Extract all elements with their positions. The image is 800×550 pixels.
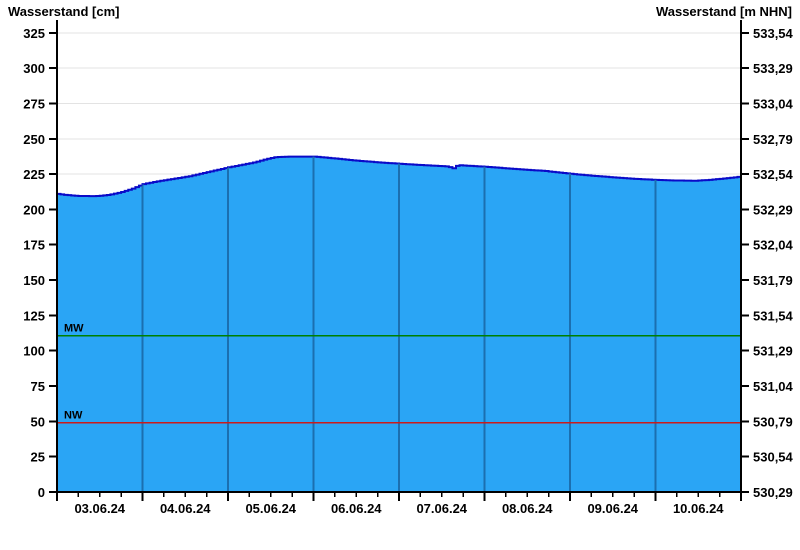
water-level-curve	[57, 155, 742, 198]
y-left-tick-label: 225	[23, 167, 45, 182]
x-axis-date-label: 09.06.24	[587, 501, 638, 516]
reference-lines: MW NW	[57, 323, 741, 424]
y-axis-right: 530,29 530,54 530,79 531,04 531,29 531,54 531,…	[741, 26, 794, 500]
y-axis-left-title: Wasserstand [cm]	[8, 4, 120, 19]
x-axis-date-label: 05.06.24	[245, 501, 296, 516]
y-right-tick-label: 532,04	[753, 238, 794, 253]
y-right-tick-label: 533,29	[753, 61, 793, 76]
y-left-tick-label: 325	[23, 26, 45, 41]
y-right-tick-label: 533,54	[753, 26, 794, 41]
y-right-tick-label: 533,04	[753, 96, 794, 111]
x-axis-date-label: 08.06.24	[502, 501, 553, 516]
y-left-tick-label: 200	[23, 202, 45, 217]
x-axis-date-label: 03.06.24	[74, 501, 125, 516]
y-left-tick-label: 150	[23, 273, 45, 288]
y-right-tick-label: 530,79	[753, 414, 793, 429]
x-axis-date-label: 04.06.24	[160, 501, 211, 516]
nw-label: NW	[64, 410, 83, 422]
y-left-tick-label: 250	[23, 132, 45, 147]
y-left-tick-label: 75	[31, 379, 45, 394]
y-left-tick-label: 25	[31, 450, 45, 465]
y-right-tick-label: 530,54	[753, 450, 794, 465]
y-left-tick-label: 125	[23, 308, 45, 323]
x-axis-date-label: 07.06.24	[416, 501, 467, 516]
x-axis-date-label: 10.06.24	[673, 501, 724, 516]
y-left-tick-label: 175	[23, 238, 45, 253]
y-left-tick-label: 100	[23, 344, 45, 359]
y-right-tick-label: 532,54	[753, 167, 794, 182]
x-axis-date-label: 06.06.24	[331, 501, 382, 516]
y-left-tick-label: 50	[31, 414, 45, 429]
y-left-tick-label: 275	[23, 96, 45, 111]
y-right-tick-label: 532,29	[753, 202, 793, 217]
x-axis: 03.06.24 04.06.24 05.06.24 06.06.24 07.06.24…	[56, 492, 742, 516]
y-right-tick-label: 530,29	[753, 485, 793, 500]
y-right-tick-label: 531,04	[753, 379, 794, 394]
y-right-tick-label: 531,54	[753, 308, 794, 323]
y-axis-left: 0 25 50 75 100 125 150 175 200 225 250 275 300 325	[23, 26, 57, 500]
day-boundary-gridlines	[141, 156, 657, 492]
y-left-tick-label: 300	[23, 61, 45, 76]
y-left-tick-label: 0	[38, 485, 45, 500]
y-right-tick-label: 531,79	[753, 273, 793, 288]
mw-label: MW	[64, 323, 84, 335]
y-right-tick-label: 531,29	[753, 344, 793, 359]
y-axis-right-title: Wasserstand [m NHN]	[655, 4, 792, 19]
y-right-tick-label: 532,79	[753, 132, 793, 147]
